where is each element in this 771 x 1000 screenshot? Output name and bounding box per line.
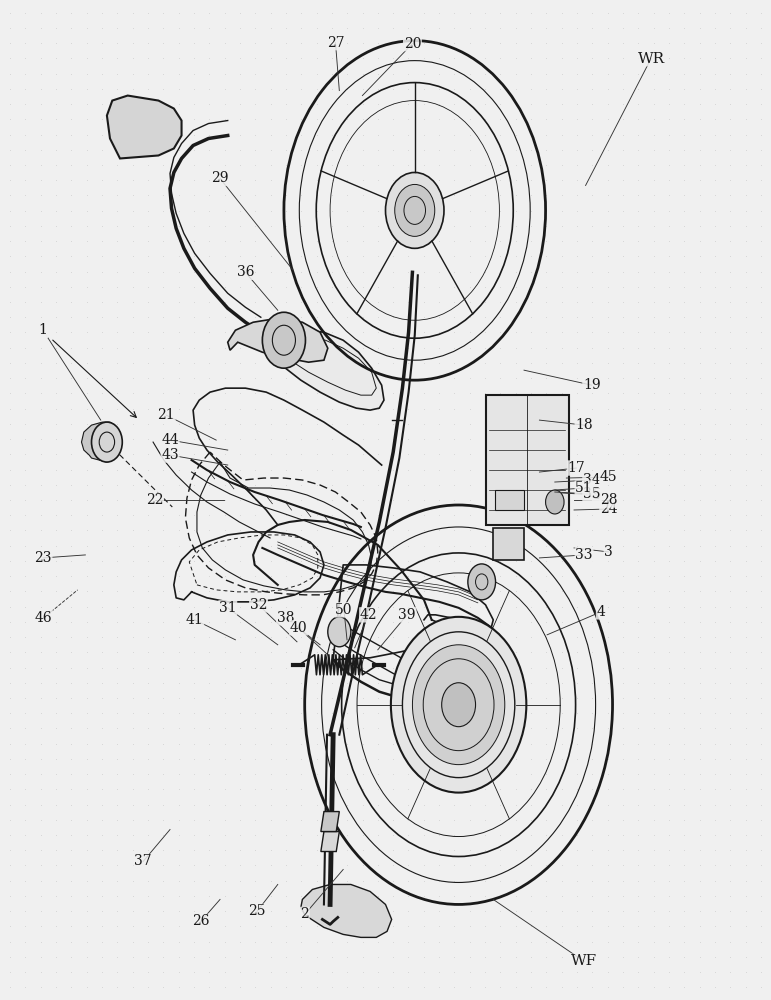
Circle shape [468,564,496,600]
Circle shape [546,490,564,514]
Circle shape [92,422,123,462]
Polygon shape [82,422,123,462]
Polygon shape [274,330,384,410]
Text: 42: 42 [360,608,377,622]
Text: WF: WF [571,954,597,968]
Text: 35: 35 [583,487,601,501]
Text: 41: 41 [186,613,204,627]
Circle shape [412,645,505,765]
Polygon shape [493,528,524,560]
Text: 22: 22 [146,493,163,507]
Text: 29: 29 [211,171,229,185]
Polygon shape [301,884,392,937]
Text: 46: 46 [35,611,52,625]
Text: 20: 20 [404,37,421,51]
Text: 23: 23 [34,551,52,565]
Text: 31: 31 [219,601,237,615]
Circle shape [386,172,444,248]
Text: 34: 34 [583,473,601,487]
Text: 36: 36 [237,265,254,279]
Circle shape [328,617,351,647]
Text: 40: 40 [290,621,308,635]
Text: 45: 45 [600,470,618,484]
Text: 1: 1 [39,323,48,337]
Text: 24: 24 [600,502,618,516]
Text: 2: 2 [301,907,309,921]
Polygon shape [321,812,339,832]
Text: 3: 3 [604,545,613,559]
Text: 25: 25 [248,904,266,918]
Polygon shape [321,832,339,852]
Circle shape [395,184,435,236]
Text: 37: 37 [134,854,152,868]
Text: 44: 44 [161,433,179,447]
Text: 26: 26 [192,914,210,928]
Text: 50: 50 [335,603,352,617]
Text: 19: 19 [583,378,601,392]
Text: 5: 5 [593,488,601,502]
Text: 21: 21 [157,408,175,422]
Polygon shape [495,490,524,510]
Polygon shape [227,318,328,362]
Circle shape [262,312,305,368]
Text: 38: 38 [277,611,295,625]
Text: 51: 51 [575,481,593,495]
Circle shape [442,683,476,727]
Text: 33: 33 [575,548,593,562]
Text: 27: 27 [327,36,345,50]
Text: 28: 28 [600,493,618,507]
Text: 39: 39 [399,608,416,622]
Text: 4: 4 [597,605,605,619]
Text: 17: 17 [567,461,585,475]
Text: WR: WR [638,52,665,66]
Polygon shape [486,395,569,525]
Polygon shape [107,96,181,158]
Text: 1: 1 [39,323,48,337]
Text: 43: 43 [161,448,179,462]
Text: 32: 32 [250,598,268,612]
Text: 18: 18 [575,418,593,432]
Circle shape [391,617,527,793]
